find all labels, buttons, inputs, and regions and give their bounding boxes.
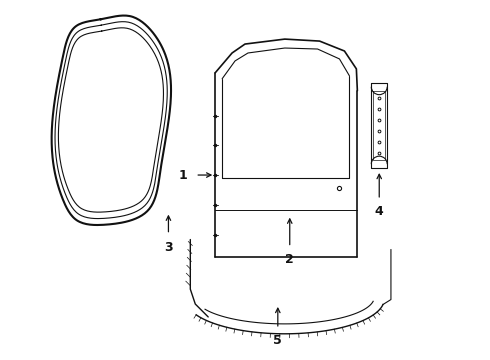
- Text: 3: 3: [164, 241, 173, 254]
- Text: 5: 5: [273, 334, 282, 347]
- Text: 4: 4: [375, 205, 384, 218]
- Text: 2: 2: [285, 253, 294, 266]
- Text: 1: 1: [179, 168, 188, 181]
